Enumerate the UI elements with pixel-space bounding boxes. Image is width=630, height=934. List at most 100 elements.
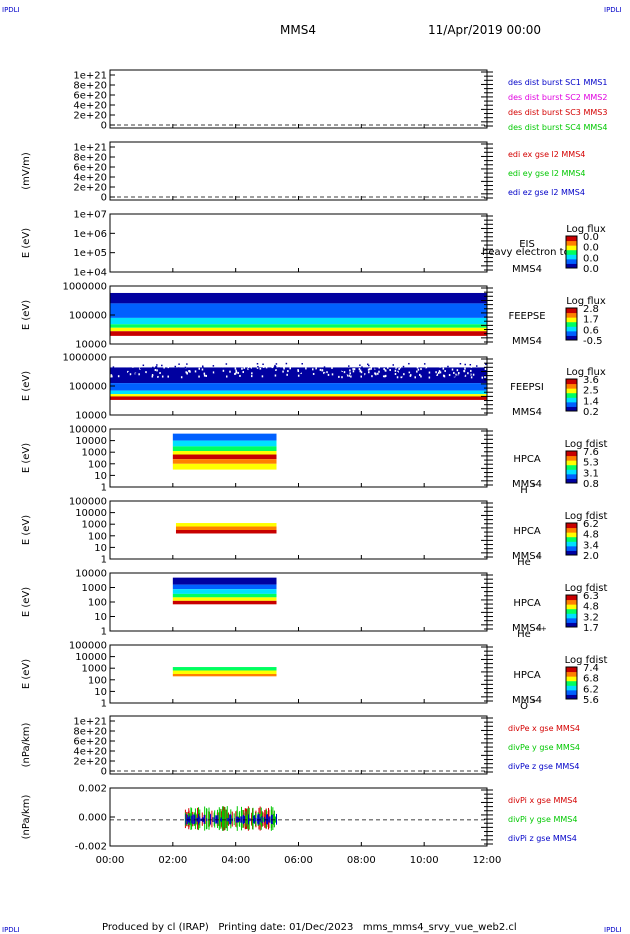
- p7-ytick-label-2: 100: [88, 531, 107, 542]
- p5-dot-26: [428, 373, 431, 376]
- p5-speck-217: [410, 361, 412, 364]
- p5-dot-8: [295, 376, 298, 379]
- p8-colorbar-seg-5: [566, 599, 577, 605]
- p5-dot-86: [423, 363, 426, 365]
- p5-speck-199: [384, 369, 387, 372]
- p5-speck-52: [138, 361, 141, 364]
- p1-ytick-label-1: 2e+20: [73, 111, 107, 122]
- p9-colorbar-label-3: 5.6: [583, 695, 599, 706]
- p5-speck-142: [377, 372, 379, 375]
- p7-band-1: [175, 526, 277, 530]
- p5-speck-11: [156, 369, 158, 372]
- p5-speck-256: [256, 366, 259, 369]
- p8-colorbar-title: Log fdist: [565, 583, 608, 594]
- p5-dot-129: [325, 373, 328, 375]
- p5-speck-36: [464, 367, 466, 370]
- panel-p5: 10000 100000 1000000 E (eV) FEEPSI MMS4 Log fl…: [21, 353, 606, 422]
- p5-dot-159: [365, 376, 368, 378]
- p5-dot-113: [112, 367, 114, 370]
- p5-speck-80: [387, 366, 389, 369]
- p5-speck-58: [154, 369, 157, 372]
- p5-speck-243: [312, 372, 315, 375]
- p5-speck-79: [242, 371, 244, 374]
- p5-dot-123: [139, 367, 142, 370]
- p6-colorbar-label-1: 5.3: [583, 458, 599, 469]
- p5-speck-32: [451, 368, 454, 371]
- p5-speck-150: [439, 365, 441, 368]
- p5-speck-221: [394, 373, 397, 376]
- p2-legend-1: edi ey gse l2 MMS4: [508, 169, 586, 178]
- p5-speck-45: [348, 363, 350, 366]
- p4-colorbar-label-0: 2.8: [583, 304, 599, 315]
- p4-ytick-label-1: 100000: [69, 311, 107, 322]
- p5-speck-145: [411, 363, 413, 366]
- p5-speck-190: [464, 374, 467, 377]
- p5-dot-66: [218, 369, 220, 371]
- p7-colorbar-seg-6: [566, 523, 577, 529]
- p5-dot-39: [341, 369, 344, 372]
- p5-speck-206: [353, 368, 356, 371]
- p3-colorbar-seg-5: [566, 240, 577, 246]
- p5-speck-85: [456, 364, 458, 367]
- p8-colorbar-frame: [565, 594, 578, 628]
- p4-colorbar-label-1: 1.7: [583, 315, 599, 326]
- p5-speck-131: [359, 370, 362, 373]
- p5-dot-101: [333, 369, 335, 371]
- p5-speck-153: [332, 365, 334, 368]
- p5-speck-77: [198, 367, 200, 370]
- p5-colorbar-seg-4: [566, 388, 577, 394]
- p5-speck-137: [428, 376, 431, 379]
- p5-speck-83: [481, 376, 484, 379]
- p5-speck-25: [247, 366, 250, 369]
- p10-ylabel: (nPa/km): [21, 723, 32, 768]
- p4-colorbar-seg-3: [566, 321, 577, 327]
- p5-speck-127: [198, 375, 200, 378]
- p9-colorbar-seg-4: [566, 676, 577, 682]
- p6-band-1: [172, 440, 277, 447]
- p2-frame: [109, 141, 488, 201]
- p5-colorbar-seg-1: [566, 401, 577, 407]
- p5-speck-51: [113, 365, 116, 368]
- p6-frame: [109, 428, 488, 488]
- p5-dot-81: [301, 363, 303, 365]
- p5-speck-84: [348, 374, 350, 377]
- p6-colorbar-title: Log fdist: [565, 439, 608, 450]
- p5-speck-50: [396, 365, 399, 368]
- p3-ytick-label-3: 1e+07: [73, 210, 107, 221]
- p5-dot-117: [469, 373, 471, 376]
- p5-dot-100: [316, 369, 318, 371]
- p5-dot-142: [142, 364, 145, 367]
- p4-ytick-label-2: 1000000: [62, 282, 107, 293]
- p5-speck-129: [274, 374, 277, 377]
- p5-dot-50: [120, 376, 123, 378]
- p5-dot-135: [169, 369, 172, 372]
- p3-ytick-label-2: 1e+06: [73, 229, 107, 240]
- p10-ytick-label-3: 6e+20: [73, 737, 107, 748]
- p5-speck-237: [183, 361, 186, 364]
- p9-instrument: HPCA: [513, 670, 541, 681]
- p5-speck-147: [349, 372, 351, 375]
- p5-speck-177: [451, 362, 453, 365]
- p5-speck-68: [297, 362, 300, 365]
- p5-speck-167: [234, 372, 237, 375]
- p5-dot-55: [345, 375, 347, 377]
- p5-speck-64: [210, 364, 212, 367]
- p6-band-5: [172, 459, 277, 464]
- p5-speck-156: [440, 363, 443, 366]
- p9-colorbar-label-1: 6.8: [583, 674, 599, 685]
- p7-colorbar-label-2: 3.4: [583, 540, 599, 551]
- p5-speck-110: [186, 371, 188, 374]
- p5-dot-157: [166, 369, 168, 371]
- p6-colorbar-frame: [565, 450, 578, 484]
- p5-dot-144: [366, 372, 368, 374]
- p5-speck-231: [378, 366, 380, 369]
- p5-dot-125: [256, 362, 259, 365]
- p5-speck-108: [338, 375, 340, 378]
- p4-colorbar-seg-0: [566, 335, 577, 341]
- p5-dot-74: [284, 378, 287, 381]
- p5-speck-24: [452, 362, 455, 365]
- p5-colorbar-seg-5: [566, 383, 577, 389]
- p6-ytick-label-4: 10000: [75, 436, 107, 447]
- p10-ytick-label-2: 4e+20: [73, 747, 107, 758]
- p5-speck-115: [133, 365, 135, 368]
